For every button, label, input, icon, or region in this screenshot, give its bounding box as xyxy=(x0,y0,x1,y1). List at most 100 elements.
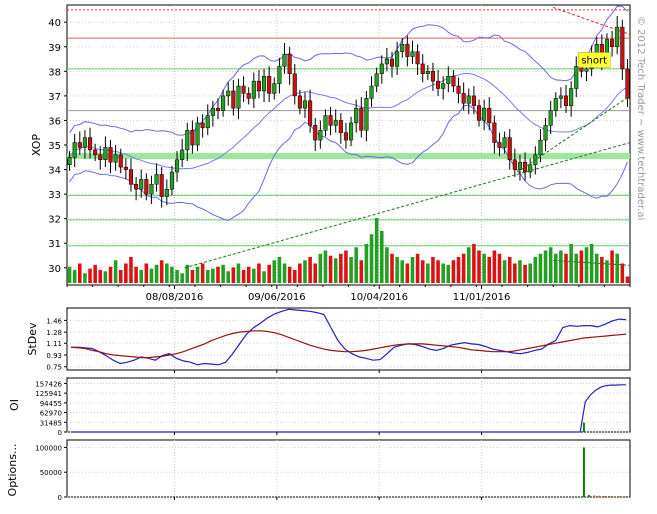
volume-bar-26 xyxy=(200,263,205,283)
volume-bar-80 xyxy=(477,250,481,283)
volume-bar-4 xyxy=(88,268,92,283)
candle-body-63 xyxy=(389,58,395,67)
volume-bar-104 xyxy=(600,257,604,283)
date-tick-label-1: 09/06/2016 xyxy=(248,292,306,303)
candle-body-71 xyxy=(430,71,435,82)
price-ytick-label-8: 38 xyxy=(48,67,61,78)
options-bar-5 xyxy=(608,496,611,497)
candle-body-81 xyxy=(482,107,487,121)
price-axis-title: XOP xyxy=(30,134,43,156)
volume-bar-57 xyxy=(359,260,364,283)
candle-body-96 xyxy=(558,95,563,99)
volume-bar-53 xyxy=(339,253,343,283)
candle-body-62 xyxy=(384,58,389,65)
volume-bar-33 xyxy=(236,263,241,283)
volume-bar-64 xyxy=(395,257,399,283)
candle-body-46 xyxy=(302,100,308,109)
volume-bar-71 xyxy=(431,257,435,283)
candle-body-79 xyxy=(471,95,476,106)
volume-bar-16 xyxy=(149,268,154,283)
candle-body-74 xyxy=(446,75,451,84)
candle-body-18 xyxy=(159,174,164,197)
volume-bar-49 xyxy=(318,253,323,283)
options-bar-6 xyxy=(613,496,616,497)
stdev-ytick-label-4: 1.46 xyxy=(46,317,62,325)
volume-bar-69 xyxy=(420,260,425,283)
volume-bar-24 xyxy=(190,270,195,283)
panel-frame-open_interest xyxy=(66,377,631,433)
price-ytick-label-7: 37 xyxy=(48,92,61,103)
volume-bar-92 xyxy=(538,253,543,283)
candle-body-27 xyxy=(205,115,210,129)
volume-bar-87 xyxy=(513,263,517,283)
lower-band-line xyxy=(69,104,628,222)
volume-bar-58 xyxy=(364,244,369,283)
volume-bar-89 xyxy=(523,264,527,283)
candle-body-29 xyxy=(215,107,221,111)
volume-bar-36 xyxy=(252,268,256,283)
candle-body-24 xyxy=(190,130,195,146)
volume-bar-54 xyxy=(344,250,348,283)
volume-bar-28 xyxy=(211,268,215,283)
volume-bar-48 xyxy=(313,263,318,283)
open_interest-ytick-label-4: 125941 xyxy=(35,390,62,398)
volume-bar-41 xyxy=(277,257,282,283)
options-bar-3 xyxy=(598,495,601,497)
volume-bar-100 xyxy=(579,250,584,283)
volume-bar-12 xyxy=(129,257,133,283)
upper-band-line xyxy=(69,5,628,136)
volume-bar-82 xyxy=(487,257,492,283)
open_interest-ytick-label-1: 31485 xyxy=(40,419,62,427)
volume-bar-68 xyxy=(415,253,420,283)
price-ytick-label-6: 36 xyxy=(48,116,61,127)
volume-bar-44 xyxy=(292,270,297,283)
volume-bar-91 xyxy=(533,257,538,283)
volume-bar-84 xyxy=(497,253,502,283)
volume-bar-66 xyxy=(405,263,410,283)
candle-body-6 xyxy=(98,154,103,160)
candle-body-19 xyxy=(164,188,169,197)
candle-body-107 xyxy=(615,26,620,48)
volume-bar-59 xyxy=(369,234,374,283)
candle-body-80 xyxy=(476,105,482,121)
candle-body-31 xyxy=(226,90,231,97)
candle-body-25 xyxy=(195,122,200,146)
volume-bar-7 xyxy=(103,271,108,283)
date-tick-label-2: 10/04/2016 xyxy=(350,292,408,303)
volume-bar-13 xyxy=(134,266,138,283)
candle-body-98 xyxy=(569,88,574,106)
volume-bar-43 xyxy=(287,266,292,283)
candle-body-43 xyxy=(287,53,292,75)
candle-body-12 xyxy=(128,169,134,185)
candle-body-69 xyxy=(420,63,425,75)
candle-body-83 xyxy=(492,122,497,143)
candle-body-64 xyxy=(395,51,400,67)
candle-body-55 xyxy=(349,122,354,141)
volume-bar-63 xyxy=(390,253,394,283)
candle-body-106 xyxy=(610,39,615,48)
volume-bar-34 xyxy=(241,270,246,283)
candle-body-4 xyxy=(87,137,93,151)
price-ytick-label-2: 32 xyxy=(48,215,61,226)
volume-bar-81 xyxy=(482,253,486,283)
volume-bar-15 xyxy=(144,263,149,283)
candle-body-36 xyxy=(251,80,256,99)
candle-body-9 xyxy=(113,154,118,163)
options-bar-2 xyxy=(593,495,596,497)
candle-body-68 xyxy=(415,51,420,65)
volume-bar-103 xyxy=(594,253,599,283)
open_interest-series-line-0 xyxy=(71,384,626,433)
volume-bar-2 xyxy=(78,263,82,283)
volume-bar-3 xyxy=(83,273,87,283)
candle-body-90 xyxy=(528,164,533,173)
volume-bar-10 xyxy=(118,270,123,283)
candle-body-11 xyxy=(123,166,128,170)
volume-bar-9 xyxy=(113,260,118,283)
candle-body-8 xyxy=(108,147,113,163)
volume-bar-109 xyxy=(625,276,630,283)
candle-body-0 xyxy=(67,157,72,165)
candle-body-101 xyxy=(584,68,589,72)
candle-body-37 xyxy=(256,80,261,92)
volume-bar-52 xyxy=(333,258,338,283)
volume-bar-14 xyxy=(139,270,144,283)
